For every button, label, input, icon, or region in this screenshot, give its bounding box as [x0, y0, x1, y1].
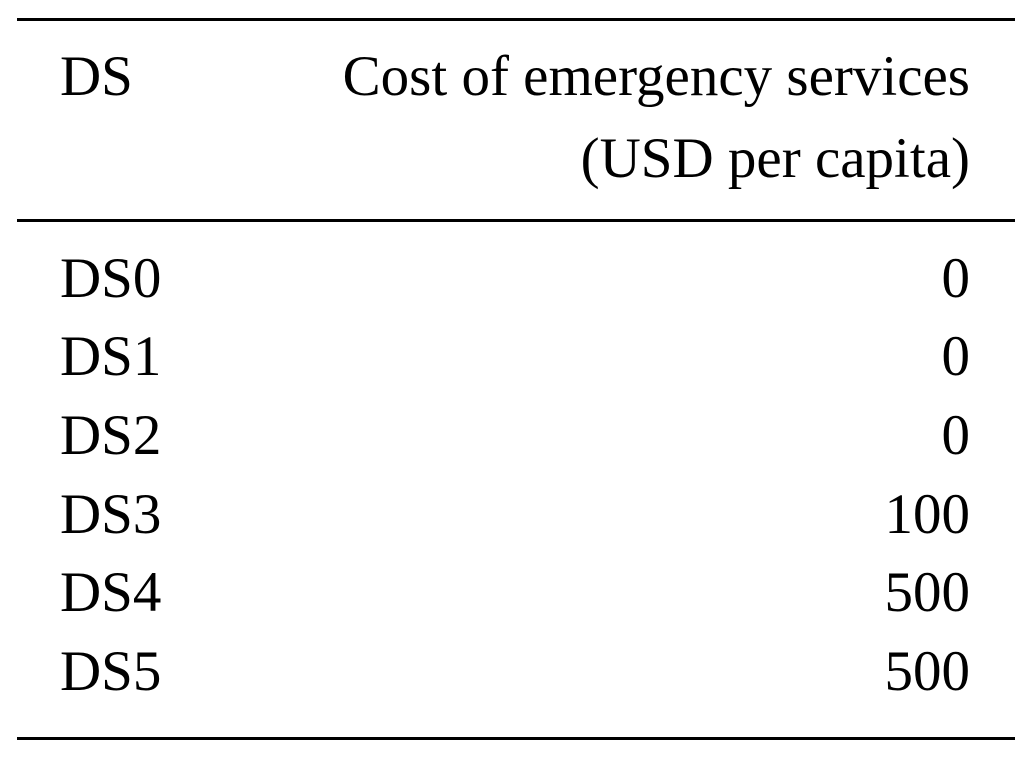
cell-ds: DS1: [60, 325, 162, 388]
cell-ds: DS2: [60, 404, 162, 467]
cell-cost: 100: [884, 483, 971, 546]
cell-cost: 0: [941, 247, 971, 310]
cell-ds: DS4: [60, 561, 162, 624]
header-rule: [17, 219, 1015, 222]
header-cost-line1: Cost of emergency services: [342, 45, 970, 108]
cell-ds: DS5: [60, 640, 162, 703]
top-rule: [17, 18, 1015, 21]
cell-ds: DS0: [60, 247, 162, 310]
cell-ds: DS3: [60, 483, 162, 546]
cell-cost: 500: [884, 561, 971, 624]
cell-cost: 500: [884, 640, 971, 703]
cell-cost: 0: [941, 325, 971, 388]
header-ds: DS: [60, 45, 133, 108]
header-cost-line2: (USD per capita): [580, 127, 970, 190]
cell-cost: 0: [941, 404, 971, 467]
bottom-rule: [17, 737, 1015, 740]
